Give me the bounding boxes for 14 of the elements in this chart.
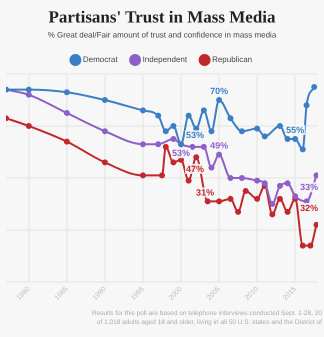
- legend-label: Democrat: [82, 55, 118, 64]
- data-label: 49%: [210, 140, 228, 151]
- data-label: 33%: [300, 182, 318, 192]
- chart-title: Partisans' Trust in Mass Media: [48, 8, 276, 27]
- chart-subtitle: % Great deal/Fair amount of trust and confidence in mass media: [48, 30, 277, 40]
- data-label: 55%: [286, 125, 304, 135]
- legend-label: Independent: [142, 55, 188, 64]
- data-label: 31%: [196, 187, 214, 198]
- data-label: 70%: [210, 86, 228, 96]
- data-label: 32%: [300, 202, 318, 213]
- data-label: 47%: [186, 164, 204, 174]
- data-label: 53%: [172, 148, 190, 158]
- data-label: 53%: [186, 130, 204, 140]
- legend-label: Republican: [212, 55, 252, 64]
